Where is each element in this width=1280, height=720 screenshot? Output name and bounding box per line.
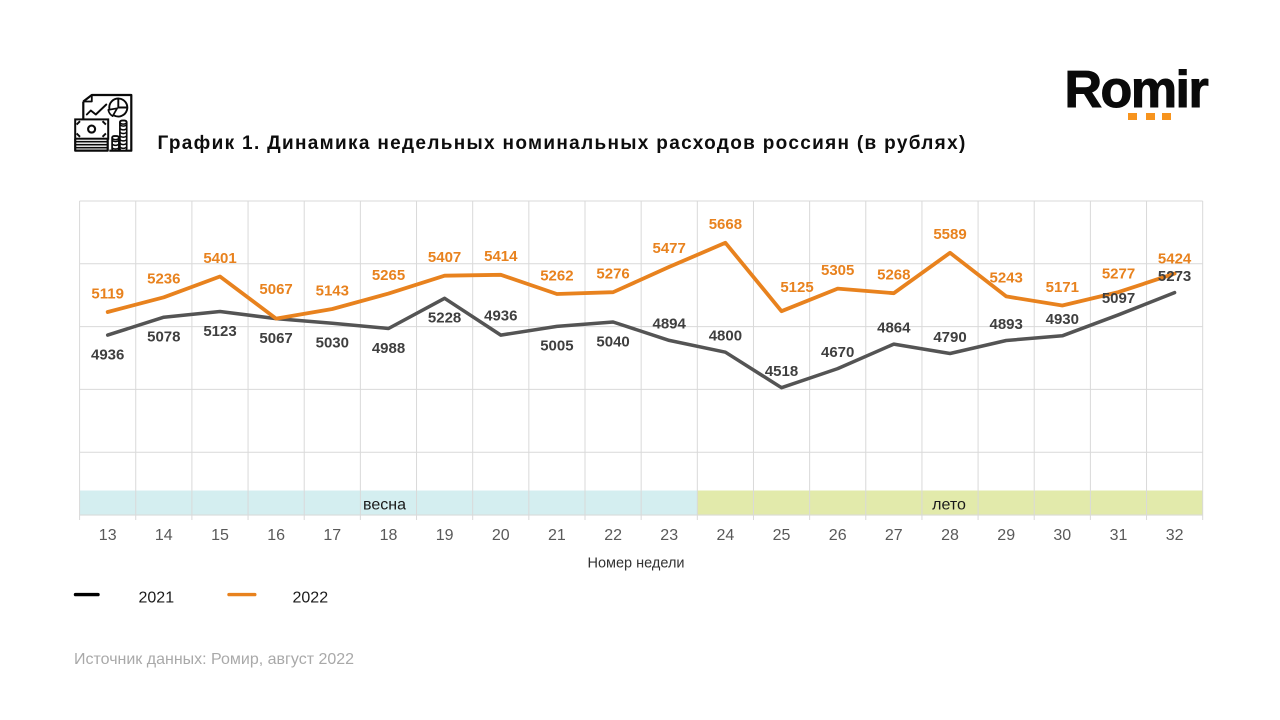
svg-text:4518: 4518	[765, 363, 798, 380]
svg-text:5030: 5030	[316, 335, 349, 352]
svg-text:30: 30	[1053, 527, 1071, 544]
svg-text:5119: 5119	[91, 285, 124, 302]
svg-text:4930: 4930	[1046, 311, 1079, 328]
svg-text:5276: 5276	[596, 266, 629, 283]
svg-text:22: 22	[604, 527, 622, 544]
svg-text:5067: 5067	[259, 281, 292, 298]
svg-text:25: 25	[773, 527, 791, 544]
svg-text:5040: 5040	[596, 333, 629, 350]
svg-text:4864: 4864	[877, 319, 911, 336]
svg-text:5236: 5236	[147, 271, 180, 288]
svg-text:28: 28	[941, 527, 959, 544]
svg-text:4790: 4790	[933, 329, 966, 346]
svg-text:26: 26	[829, 527, 847, 544]
svg-text:20: 20	[492, 527, 510, 544]
svg-text:27: 27	[885, 527, 903, 544]
svg-text:5424: 5424	[1158, 250, 1192, 267]
svg-text:Номер недели: Номер недели	[587, 556, 684, 572]
svg-text:32: 32	[1166, 527, 1184, 544]
svg-text:4988: 4988	[372, 340, 405, 357]
svg-text:21: 21	[548, 527, 566, 544]
svg-text:5265: 5265	[372, 267, 405, 284]
svg-text:5171: 5171	[1046, 279, 1079, 296]
svg-text:4936: 4936	[91, 346, 124, 363]
svg-text:5228: 5228	[428, 310, 461, 327]
svg-text:5268: 5268	[877, 267, 910, 284]
svg-text:лето: лето	[932, 496, 966, 513]
svg-text:4893: 4893	[990, 316, 1023, 333]
svg-text:13: 13	[99, 527, 117, 544]
svg-text:5477: 5477	[653, 240, 686, 257]
svg-text:5143: 5143	[316, 282, 349, 299]
svg-text:5262: 5262	[540, 267, 573, 284]
svg-text:24: 24	[717, 527, 735, 544]
svg-text:5123: 5123	[203, 323, 236, 340]
svg-text:5589: 5589	[933, 226, 966, 243]
svg-text:4894: 4894	[653, 316, 687, 333]
svg-text:5668: 5668	[709, 216, 742, 233]
svg-text:2021: 2021	[139, 589, 175, 606]
svg-text:4670: 4670	[821, 344, 854, 361]
svg-text:16: 16	[267, 527, 285, 544]
svg-text:5305: 5305	[821, 262, 854, 279]
svg-text:19: 19	[436, 527, 454, 544]
svg-text:5401: 5401	[203, 250, 236, 267]
svg-text:4936: 4936	[484, 307, 517, 324]
svg-text:5078: 5078	[147, 329, 180, 346]
svg-text:5097: 5097	[1102, 290, 1135, 307]
svg-text:5273: 5273	[1158, 268, 1191, 285]
svg-text:5005: 5005	[540, 338, 573, 355]
svg-text:2022: 2022	[293, 589, 329, 606]
svg-text:5243: 5243	[990, 270, 1023, 287]
svg-text:29: 29	[997, 527, 1015, 544]
svg-text:4800: 4800	[709, 328, 742, 345]
svg-text:15: 15	[211, 527, 229, 544]
svg-text:23: 23	[660, 527, 678, 544]
svg-text:5277: 5277	[1102, 265, 1135, 282]
svg-text:31: 31	[1110, 527, 1128, 544]
svg-text:5125: 5125	[780, 279, 813, 296]
svg-text:14: 14	[155, 527, 173, 544]
svg-text:18: 18	[380, 527, 398, 544]
svg-text:5414: 5414	[484, 248, 518, 265]
svg-text:5067: 5067	[259, 330, 292, 347]
svg-text:17: 17	[323, 527, 341, 544]
svg-text:весна: весна	[363, 496, 406, 513]
svg-text:5407: 5407	[428, 249, 461, 266]
svg-text:Источник данных: Ромир, август: Источник данных: Ромир, август 2022	[74, 651, 354, 668]
